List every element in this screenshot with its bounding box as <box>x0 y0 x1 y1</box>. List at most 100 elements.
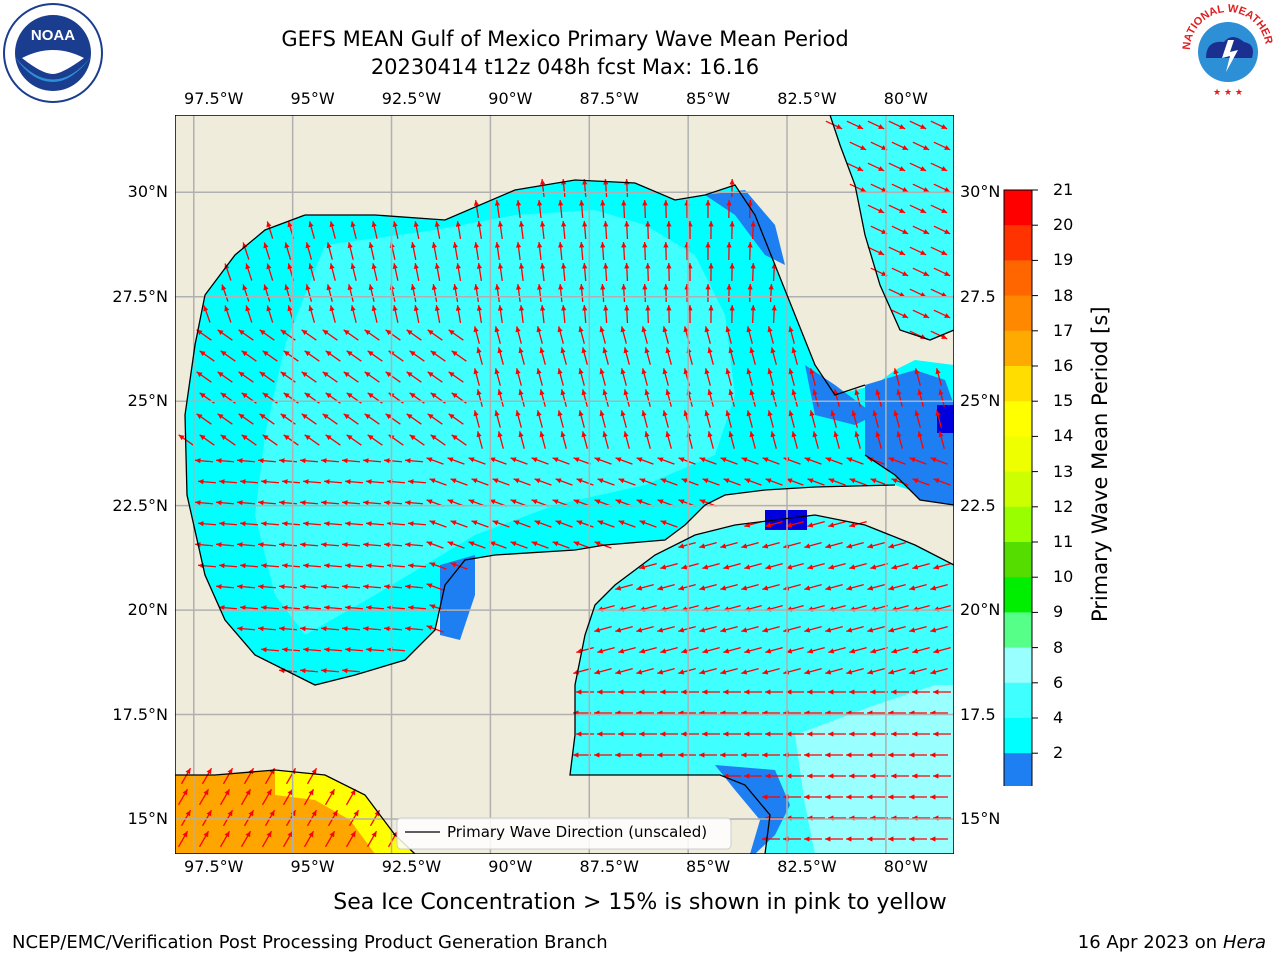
wave-arrow <box>663 199 669 219</box>
florida-atlantic-coastline <box>829 115 954 341</box>
wave-arrow <box>914 410 921 428</box>
wave-arrow <box>281 605 301 611</box>
wave-arrow <box>404 584 424 590</box>
wave-arrow <box>430 434 446 446</box>
wave-arrow <box>825 668 843 675</box>
wave-arrow <box>217 329 233 341</box>
wave-arrow <box>242 284 250 302</box>
wave-arrow <box>238 413 254 425</box>
wave-arrow <box>933 731 951 737</box>
wave-arrow <box>870 563 888 570</box>
wave-arrow <box>870 647 888 654</box>
wave-arrow <box>582 178 588 198</box>
wave-arrow <box>301 413 317 425</box>
wave-arrow <box>657 752 675 758</box>
wave-arrow <box>552 457 570 465</box>
wave-arrow <box>497 389 504 407</box>
wave-arrow <box>320 668 340 674</box>
wave-arrow <box>407 605 427 611</box>
wave-arrow <box>203 305 211 323</box>
wave-arrow <box>515 368 522 386</box>
wave-arrow <box>473 200 480 218</box>
wave-arrow <box>909 626 927 633</box>
wave-arrow <box>830 410 837 428</box>
wave-arrow <box>539 389 546 407</box>
wave-arrow <box>767 368 774 386</box>
wave-arrow <box>451 350 467 362</box>
wave-arrow <box>427 329 443 341</box>
wave-arrow <box>741 457 759 465</box>
colorbar-tick-label: 20 <box>1053 215 1074 235</box>
wave-arrow <box>257 458 277 464</box>
wave-arrow <box>744 731 762 737</box>
wave-arrow <box>642 199 648 219</box>
wave-arrow <box>933 225 951 235</box>
wave-arrow <box>912 773 930 779</box>
wave-arrow <box>448 413 464 425</box>
wave-arrow <box>341 458 361 464</box>
wave-arrow <box>429 478 447 486</box>
wave-arrow <box>825 584 843 591</box>
wave-arrow <box>476 389 483 407</box>
wave-arrow <box>431 242 438 260</box>
wave-arrow <box>343 413 359 425</box>
wave-arrow <box>909 794 927 800</box>
wave-arrow <box>278 500 298 506</box>
footer-right: 16 Apr 2023 on Hera <box>1078 932 1266 953</box>
wave-arrow <box>666 220 672 240</box>
wave-arrow <box>219 830 231 848</box>
wave-arrow <box>888 752 906 758</box>
wave-arrow <box>427 413 443 425</box>
colorbar-tick-label: 15 <box>1053 391 1074 411</box>
lat-label-right: 30°N <box>960 182 1001 202</box>
wave-arrow <box>741 542 759 549</box>
wave-arrow <box>364 413 380 425</box>
wave-arrow <box>896 431 903 449</box>
lat-label-right: 15°N <box>960 808 1001 828</box>
wave-arrow <box>341 542 361 548</box>
wave-arrow <box>645 220 651 240</box>
wave-arrow <box>602 347 609 365</box>
colorbar-tick-label: 19 <box>1053 250 1074 270</box>
wave-arrow <box>809 410 816 428</box>
wave-arrow <box>350 263 357 281</box>
wave-arrow <box>531 457 549 465</box>
wave-arrow <box>641 410 648 428</box>
colorbar-segment <box>1004 436 1032 473</box>
wave-arrow <box>747 199 753 219</box>
wave-arrow <box>930 794 948 800</box>
wave-arrow <box>497 304 504 324</box>
wave-arrow <box>708 220 714 240</box>
wave-arrow <box>198 830 210 848</box>
wave-arrow <box>473 284 480 302</box>
wave-arrow <box>891 563 909 570</box>
wave-arrow <box>762 836 780 842</box>
wave-arrow <box>326 242 333 260</box>
colorbar-segment <box>1004 753 1032 786</box>
lat-label-left: 27.5°N <box>112 286 168 306</box>
wave-arrow <box>788 410 795 428</box>
wave-arrow <box>239 605 259 611</box>
wave-arrow <box>600 241 606 261</box>
wave-arrow <box>765 773 783 779</box>
colorbar-segment <box>1004 542 1032 578</box>
wave-arrow <box>239 563 259 569</box>
wave-arrow <box>344 647 364 653</box>
lon-label-bottom: 85°W <box>686 857 731 876</box>
wave-arrow <box>406 329 422 341</box>
wave-arrow <box>846 794 864 800</box>
wave-arrow <box>218 479 238 485</box>
wave-arrow <box>917 389 924 407</box>
wave-arrow <box>215 542 235 548</box>
wave-arrow <box>825 836 843 842</box>
wave-arrow <box>299 458 319 464</box>
wave-arrow <box>620 368 627 386</box>
wave-arrow <box>261 788 273 806</box>
wave-arrow <box>666 304 672 324</box>
wave-arrow <box>699 542 717 549</box>
wave-arrow <box>215 584 235 590</box>
wave-arrow <box>494 199 501 219</box>
wave-arrow <box>786 521 804 528</box>
wave-arrow <box>196 413 212 425</box>
wave-arrow <box>341 584 361 590</box>
